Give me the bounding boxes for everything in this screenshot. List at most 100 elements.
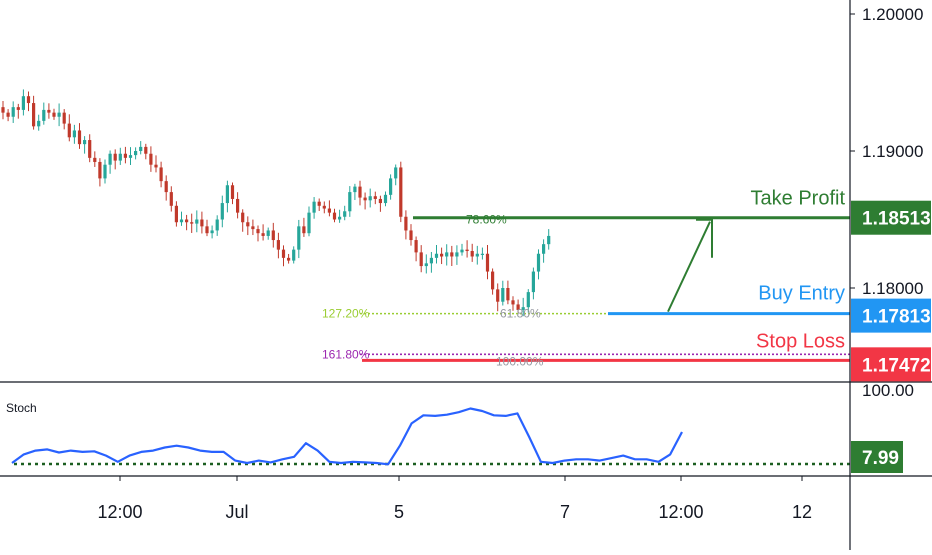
candle[interactable]	[465, 240, 469, 258]
candle[interactable]	[511, 296, 515, 311]
candle[interactable]	[113, 149, 117, 170]
candle[interactable]	[37, 114, 41, 131]
candle[interactable]	[241, 209, 245, 232]
candle[interactable]	[501, 280, 505, 306]
candle[interactable]	[210, 225, 214, 239]
candle[interactable]	[440, 247, 444, 265]
candle[interactable]	[307, 206, 311, 237]
candle[interactable]	[312, 197, 316, 219]
candle[interactable]	[67, 114, 71, 142]
candle[interactable]	[302, 217, 306, 237]
candle[interactable]	[475, 245, 479, 265]
candle[interactable]	[139, 141, 143, 155]
candle[interactable]	[281, 245, 286, 267]
candle[interactable]	[256, 225, 260, 242]
candle[interactable]	[338, 209, 342, 223]
candle[interactable]	[450, 245, 454, 267]
candle[interactable]	[169, 186, 173, 212]
candle[interactable]	[496, 283, 500, 312]
candle[interactable]	[225, 180, 229, 213]
candle[interactable]	[1, 101, 5, 120]
time-axis[interactable]: 12:00 Jul 5 7 12:00 12	[0, 475, 932, 522]
price-badge[interactable]: 1.17813	[851, 298, 931, 333]
candle[interactable]	[62, 109, 66, 130]
stoch-value-badge[interactable]: 7.99	[851, 441, 903, 473]
candle[interactable]	[108, 150, 112, 174]
candle[interactable]	[72, 124, 76, 144]
candle[interactable]	[491, 268, 495, 295]
candle[interactable]	[123, 146, 127, 164]
candle[interactable]	[297, 219, 301, 259]
candle[interactable]	[404, 210, 408, 240]
candle[interactable]	[399, 161, 403, 223]
candle[interactable]	[190, 213, 194, 233]
stoch-k-line[interactable]	[11, 407, 683, 466]
candle[interactable]	[205, 219, 209, 237]
candle[interactable]	[128, 147, 133, 166]
candle[interactable]	[164, 175, 168, 201]
candle[interactable]	[383, 191, 388, 207]
candle[interactable]	[83, 136, 87, 154]
candle[interactable]	[276, 232, 280, 259]
candle[interactable]	[174, 201, 178, 227]
candle[interactable]	[353, 183, 357, 201]
candle[interactable]	[11, 101, 15, 123]
candle[interactable]	[271, 222, 275, 248]
candle[interactable]	[536, 249, 541, 280]
candle[interactable]	[292, 246, 296, 264]
candle[interactable]	[485, 244, 490, 280]
candle[interactable]	[98, 158, 102, 187]
candle[interactable]	[144, 143, 148, 160]
candle[interactable]	[26, 91, 31, 112]
candle[interactable]	[332, 208, 337, 223]
candle[interactable]	[521, 297, 525, 317]
candle[interactable]	[547, 229, 551, 250]
candle[interactable]	[317, 198, 321, 211]
candle[interactable]	[455, 245, 459, 265]
candle[interactable]	[287, 253, 291, 264]
candle[interactable]	[531, 267, 535, 300]
candle[interactable]	[251, 219, 255, 236]
candle[interactable]	[52, 108, 56, 120]
candle[interactable]	[246, 216, 250, 236]
candle[interactable]	[506, 280, 510, 305]
candle[interactable]	[480, 247, 484, 260]
candle[interactable]	[32, 95, 36, 130]
candle[interactable]	[195, 210, 199, 233]
candle[interactable]	[47, 103, 51, 119]
price-badge[interactable]: 1.18513	[851, 200, 931, 235]
candle[interactable]	[343, 205, 347, 221]
candle[interactable]	[154, 155, 158, 173]
price-axis[interactable]: 1.20000 1.19000 1.18000 1.18513 1.17813 1.174…	[849, 0, 931, 550]
candle[interactable]	[363, 192, 367, 210]
candle[interactable]	[445, 244, 449, 266]
candle[interactable]	[88, 134, 92, 163]
candle[interactable]	[236, 192, 240, 219]
candle[interactable]	[93, 151, 97, 167]
candle[interactable]	[394, 164, 398, 186]
candle[interactable]	[516, 299, 520, 313]
candle[interactable]	[460, 243, 464, 256]
candle[interactable]	[230, 182, 235, 205]
projection-arrow[interactable]	[667, 218, 713, 313]
candle[interactable]	[348, 186, 352, 217]
price-badge[interactable]: 1.17472	[851, 347, 931, 382]
candle[interactable]	[373, 191, 377, 205]
candle[interactable]	[368, 188, 372, 208]
candle[interactable]	[261, 224, 265, 241]
candle[interactable]	[16, 103, 20, 119]
candle[interactable]	[429, 251, 433, 273]
candle[interactable]	[434, 244, 439, 264]
candle[interactable]	[266, 227, 270, 240]
candle[interactable]	[159, 161, 163, 188]
candle[interactable]	[327, 200, 331, 217]
candle[interactable]	[389, 174, 393, 200]
candle[interactable]	[118, 147, 122, 165]
candle[interactable]	[134, 147, 138, 160]
candle[interactable]	[414, 236, 418, 262]
candle[interactable]	[470, 243, 474, 262]
candle[interactable]	[57, 103, 61, 127]
candle[interactable]	[200, 211, 204, 234]
